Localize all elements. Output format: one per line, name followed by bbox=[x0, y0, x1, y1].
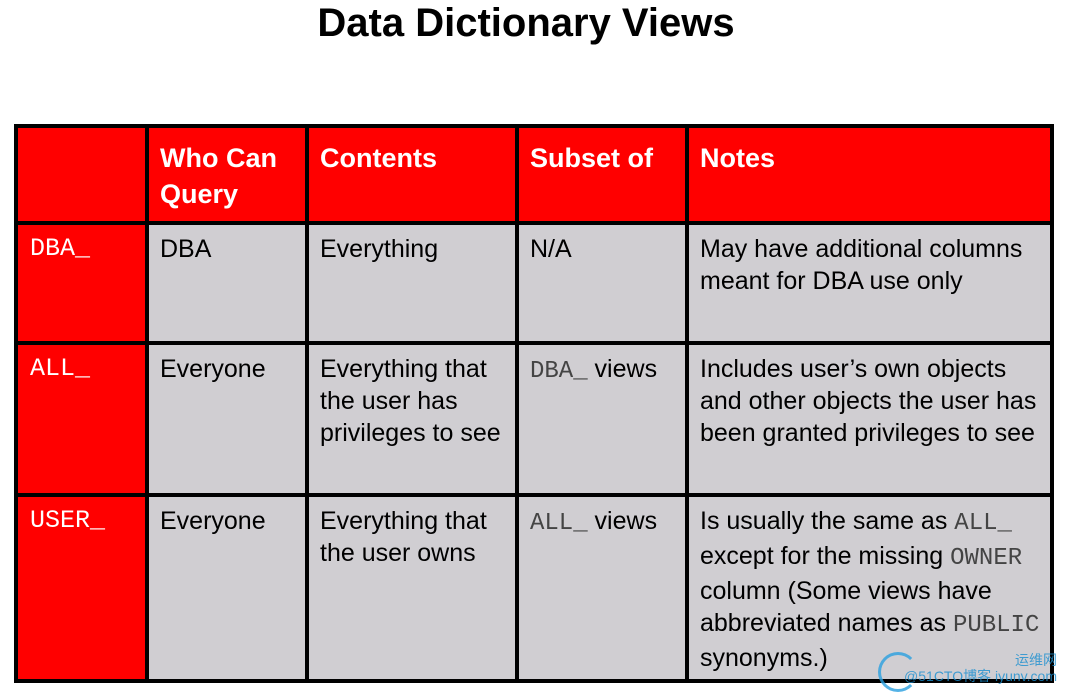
text-segment: N/A bbox=[530, 235, 572, 263]
code-text: PUBLIC bbox=[952, 612, 1040, 639]
subset-cell: DBA_ views bbox=[515, 341, 689, 497]
who-can-query-cell: Everyone bbox=[145, 341, 309, 497]
text-segment: views bbox=[587, 507, 658, 535]
view-prefix: ALL_ bbox=[14, 341, 149, 497]
notes-cell: Includes user’s own objects and other ob… bbox=[685, 341, 1054, 497]
text-segment: column (Some views have abbreviated name… bbox=[700, 577, 992, 637]
page-title: Data Dictionary Views bbox=[317, 1, 735, 45]
text-segment: Is usually the same as bbox=[700, 507, 955, 535]
subset-cell: ALL_ views bbox=[515, 493, 689, 683]
watermark-logo: 运维网 @51CTO博客 iyunv.com bbox=[878, 652, 1057, 692]
header-subset-of: Subset of bbox=[515, 124, 689, 225]
notes-cell: Is usually the same as ALL_ except for t… bbox=[685, 493, 1054, 683]
code-text: ALL_ bbox=[530, 510, 588, 537]
text-segment: synonyms.) bbox=[700, 644, 828, 672]
contents-cell: Everything that the user has privileges … bbox=[305, 341, 519, 497]
code-text: DBA_ bbox=[530, 358, 588, 385]
data-dictionary-table: Who Can Query Contents Subset of Notes D… bbox=[14, 124, 1054, 683]
text-segment: Includes user’s own objects and other ob… bbox=[700, 355, 1037, 447]
watermark-line2: @51CTO博客 iyunv.com bbox=[904, 668, 1057, 684]
notes-cell: May have additional columns meant for DB… bbox=[685, 221, 1054, 345]
header-notes: Notes bbox=[685, 124, 1054, 225]
logo-swirl-icon bbox=[878, 652, 919, 692]
view-prefix: DBA_ bbox=[14, 221, 149, 345]
header-row: Who Can Query Contents Subset of Notes bbox=[14, 124, 1054, 225]
watermark-line1: 运维网 bbox=[1015, 652, 1057, 668]
text-segment: May have additional columns meant for DB… bbox=[700, 235, 1023, 295]
contents-cell: Everything that the user owns bbox=[305, 493, 519, 683]
table-row: ALL_ Everyone Everything that the user h… bbox=[14, 341, 1054, 497]
who-can-query-cell: DBA bbox=[145, 221, 309, 345]
table-row: USER_ Everyone Everything that the user … bbox=[14, 493, 1054, 683]
code-text: OWNER bbox=[950, 545, 1023, 572]
contents-cell: Everything bbox=[305, 221, 519, 345]
view-prefix: USER_ bbox=[14, 493, 149, 683]
header-contents: Contents bbox=[305, 124, 519, 225]
header-cell-empty bbox=[14, 124, 149, 225]
table-row: DBA_ DBA Everything N/A May have additio… bbox=[14, 221, 1054, 345]
text-segment: views bbox=[587, 355, 658, 383]
who-can-query-cell: Everyone bbox=[145, 493, 309, 683]
code-text: ALL_ bbox=[954, 510, 1012, 537]
subset-cell: N/A bbox=[515, 221, 689, 345]
text-segment: except for the missing bbox=[700, 542, 951, 570]
header-who-can-query: Who Can Query bbox=[145, 124, 309, 225]
